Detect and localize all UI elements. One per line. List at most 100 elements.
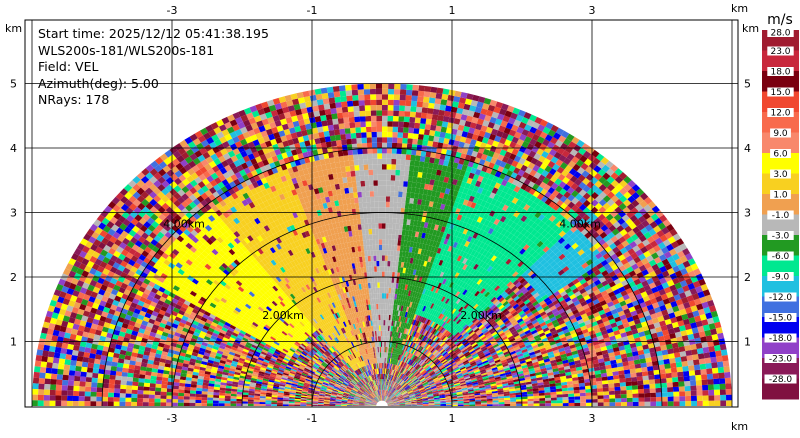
velocity-cell [460, 382, 466, 385]
velocity-cell [387, 401, 393, 405]
velocity-cell [452, 377, 459, 381]
velocity-cell [609, 394, 616, 399]
velocity-cell [481, 402, 487, 405]
velocity-cell [604, 360, 611, 366]
velocity-cell [445, 376, 452, 380]
velocity-cell [415, 155, 421, 162]
velocity-cell [525, 379, 532, 383]
velocity-cell [544, 392, 551, 396]
velocity-cell [420, 118, 427, 124]
velocity-cell [565, 334, 573, 340]
velocity-cell [463, 373, 469, 377]
velocity-cell [456, 392, 463, 395]
velocity-cell [691, 400, 697, 406]
velocity-cell [421, 393, 427, 396]
velocity-cell [516, 399, 522, 402]
velocity-cell [581, 343, 589, 349]
velocity-cell [609, 335, 617, 341]
velocity-cell [629, 324, 637, 331]
velocity-cell [587, 314, 595, 320]
velocity-cell [697, 400, 703, 406]
velocity-cell [424, 156, 431, 163]
velocity-cell [692, 354, 699, 361]
velocity-cell [399, 218, 404, 225]
velocity-cell [409, 111, 416, 118]
velocity-cell [624, 298, 632, 305]
velocity-cell [538, 345, 546, 350]
velocity-cell [473, 388, 480, 391]
velocity-cell [507, 359, 514, 364]
velocity-cell [451, 402, 458, 404]
velocity-cell [417, 404, 423, 405]
velocity-cell [697, 353, 705, 360]
velocity-cell [434, 399, 440, 401]
velocity-cell [663, 334, 671, 341]
velocity-cell [490, 383, 497, 387]
velocity-cell [715, 350, 722, 357]
velocity-cell [393, 404, 400, 405]
velocity-cell [520, 346, 527, 351]
velocity-cell [619, 300, 627, 307]
velocity-cell [399, 403, 406, 405]
velocity-cell [398, 397, 404, 400]
velocity-cell [423, 96, 430, 103]
velocity-cell [714, 389, 721, 396]
velocity-cell [492, 398, 499, 401]
velocity-cell [455, 388, 462, 392]
velocity-cell [626, 352, 633, 358]
velocity-cell [489, 377, 496, 381]
velocity-cell [661, 349, 669, 356]
velocity-cell [500, 377, 507, 381]
velocity-cell [591, 337, 599, 343]
velocity-cell [591, 321, 598, 327]
velocity-cell [521, 398, 528, 402]
velocity-cell [628, 360, 635, 366]
velocity-cell [590, 381, 597, 386]
velocity-cell [646, 361, 653, 367]
velocity-cell [508, 384, 515, 388]
velocity-cell [498, 394, 504, 397]
velocity-cell [568, 314, 576, 321]
velocity-cell [532, 385, 539, 389]
velocity-cell [640, 362, 647, 368]
velocity-cell [563, 365, 571, 370]
velocity-cell [441, 93, 449, 101]
velocity-cell [561, 356, 568, 361]
velocity-cell [626, 393, 633, 398]
velocity-cell [398, 398, 405, 401]
velocity-cell [427, 140, 434, 147]
velocity-cell [422, 404, 429, 406]
velocity-cell [403, 395, 409, 398]
velocity-cell [568, 326, 575, 332]
velocity-cell [409, 396, 416, 399]
velocity-cell [422, 381, 428, 385]
velocity-cell [457, 398, 464, 400]
velocity-cell [417, 134, 424, 140]
velocity-cell [415, 395, 422, 398]
velocity-cell [427, 108, 434, 115]
velocity-cell [663, 286, 672, 294]
velocity-cell [522, 403, 528, 406]
velocity-cell [451, 375, 457, 379]
velocity-cell [516, 403, 522, 406]
velocity-cell [463, 361, 470, 366]
velocity-cell [593, 289, 601, 296]
velocity-cell [403, 181, 408, 187]
velocity-cell [496, 382, 503, 386]
velocity-cell [408, 393, 415, 396]
velocity-cell [574, 360, 581, 365]
velocity-cell [468, 395, 475, 398]
velocity-cell [499, 357, 507, 362]
velocity-cell [659, 320, 667, 327]
velocity-cell [659, 368, 666, 375]
velocity-cell [574, 342, 582, 348]
velocity-cell [430, 124, 437, 131]
velocity-cell [646, 319, 654, 326]
velocity-cell [464, 376, 471, 380]
velocity-cell [551, 400, 557, 404]
velocity-cell [433, 396, 440, 399]
velocity-cells [32, 83, 732, 406]
velocity-cell [588, 367, 595, 372]
velocity-cell [470, 363, 477, 367]
velocity-cell [567, 384, 574, 388]
